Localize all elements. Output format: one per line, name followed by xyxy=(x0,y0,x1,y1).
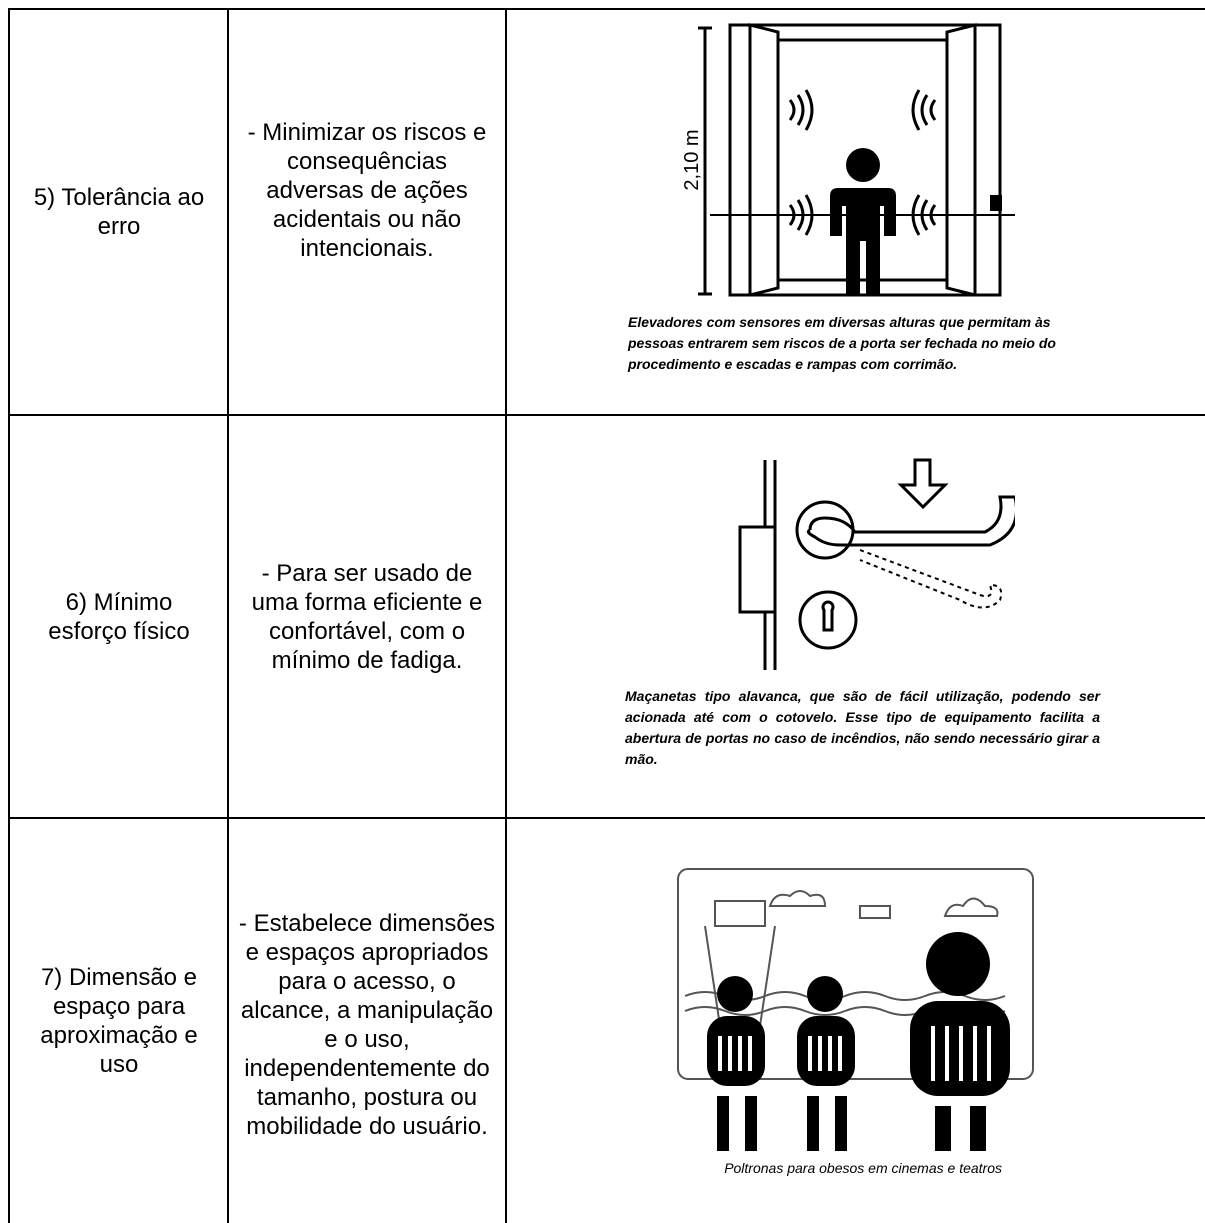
caption: Elevadores com sensores em diversas altu… xyxy=(628,314,1056,372)
elevator-illustration: 2,10 m xyxy=(681,23,1015,297)
description: - Para ser usado de uma forma eficiente … xyxy=(251,559,483,674)
principle: 7) Dimensão e espaço para aproximação e … xyxy=(40,964,198,1078)
principle: 6) Mínimo esforço físico xyxy=(48,588,190,645)
caption: Poltronas para obesos em cinemas e teatr… xyxy=(724,1160,1002,1176)
seats-illustration xyxy=(677,868,1034,1151)
principle: 5) Tolerância ao erro xyxy=(33,184,205,240)
door-handle-illustration xyxy=(738,458,1015,670)
description: - Estabelece dimensões e espaços apropri… xyxy=(238,910,496,1140)
border xyxy=(505,8,507,1223)
border xyxy=(8,817,1205,819)
border xyxy=(8,8,1205,10)
description: - Minimizar os riscos e consequências ad… xyxy=(247,118,487,262)
border xyxy=(227,8,229,1223)
caption: Maçanetas tipo alavanca, que são de fáci… xyxy=(625,688,1100,767)
dimension-label: 2,10 m xyxy=(681,129,703,190)
border xyxy=(8,414,1205,416)
border xyxy=(8,8,10,1223)
